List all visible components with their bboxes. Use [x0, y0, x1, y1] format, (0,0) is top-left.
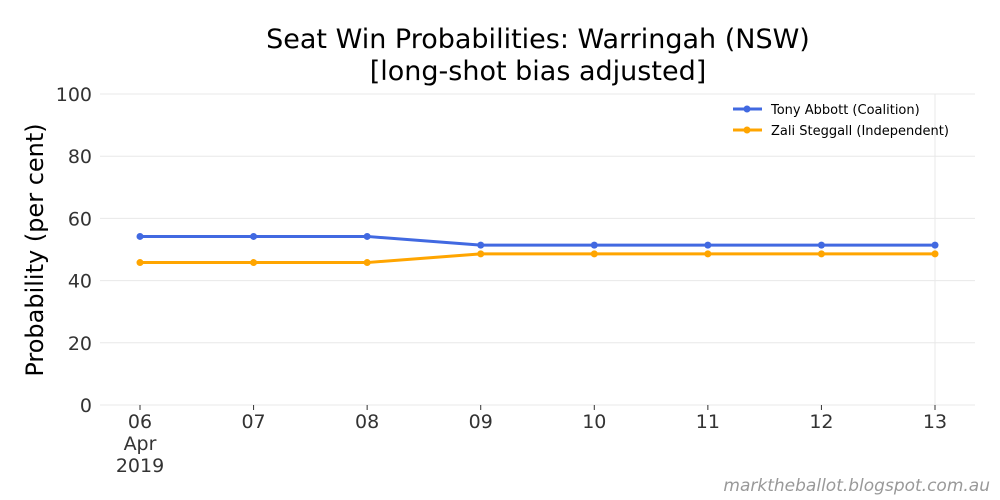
legend: Tony Abbott (Coalition) Zali Steggall (In… — [733, 103, 949, 139]
chart-title-line-1: Seat Win Probabilities: Warringah (NSW) — [266, 24, 810, 55]
legend-marker — [743, 105, 751, 113]
y-tick-label: 40 — [68, 271, 92, 293]
y-tick-label: 20 — [68, 333, 92, 355]
legend-marker — [743, 126, 751, 134]
data-point — [590, 241, 598, 249]
y-tick-label: 60 — [68, 208, 92, 230]
data-point — [250, 259, 258, 267]
series-1 — [136, 232, 939, 249]
data-point — [704, 241, 712, 249]
data-point — [363, 232, 371, 240]
data-point — [817, 250, 825, 258]
data-point — [817, 241, 825, 249]
data-point — [477, 241, 485, 249]
data-point — [250, 232, 258, 240]
data-point — [931, 241, 939, 249]
series-2 — [136, 250, 939, 267]
legend-label: Zali Steggall (Independent) — [771, 124, 949, 139]
data-point — [931, 250, 939, 258]
series-line — [140, 234, 935, 247]
series-line — [140, 252, 935, 265]
y-tick-label: 100 — [56, 84, 92, 106]
data-point — [136, 259, 144, 267]
data-point — [136, 232, 144, 240]
x-tick-label: Apr — [124, 433, 157, 455]
chart-title: Seat Win Probabilities: Warringah (NSW) … — [266, 24, 810, 87]
data-point — [477, 250, 485, 258]
chart-title-line-2: [long-shot bias adjusted] — [370, 56, 707, 87]
y-axis-ticks: 0 20 40 60 80 100 — [56, 84, 92, 417]
x-tick-label: 09 — [469, 411, 493, 433]
y-axis-label: Probability (per cent) — [21, 123, 49, 376]
y-tick-label: 0 — [80, 395, 92, 417]
data-point — [363, 259, 371, 267]
y-tick-label: 80 — [68, 146, 92, 168]
series — [136, 232, 939, 267]
x-tick-label: 13 — [923, 411, 947, 433]
grid — [100, 93, 975, 406]
x-tick-label: 07 — [241, 411, 265, 433]
legend-label: Tony Abbott (Coalition) — [770, 103, 920, 118]
x-tick-label: 12 — [809, 411, 833, 433]
data-point — [704, 250, 712, 258]
x-tick-label: 06 — [128, 411, 152, 433]
watermark: marktheballot.blogspot.com.au — [723, 476, 990, 496]
data-point — [590, 250, 598, 258]
x-tick-label: 11 — [696, 411, 720, 433]
x-tick-label: 10 — [582, 411, 606, 433]
x-tick-label: 08 — [355, 411, 379, 433]
x-tick-label: 2019 — [116, 455, 164, 477]
